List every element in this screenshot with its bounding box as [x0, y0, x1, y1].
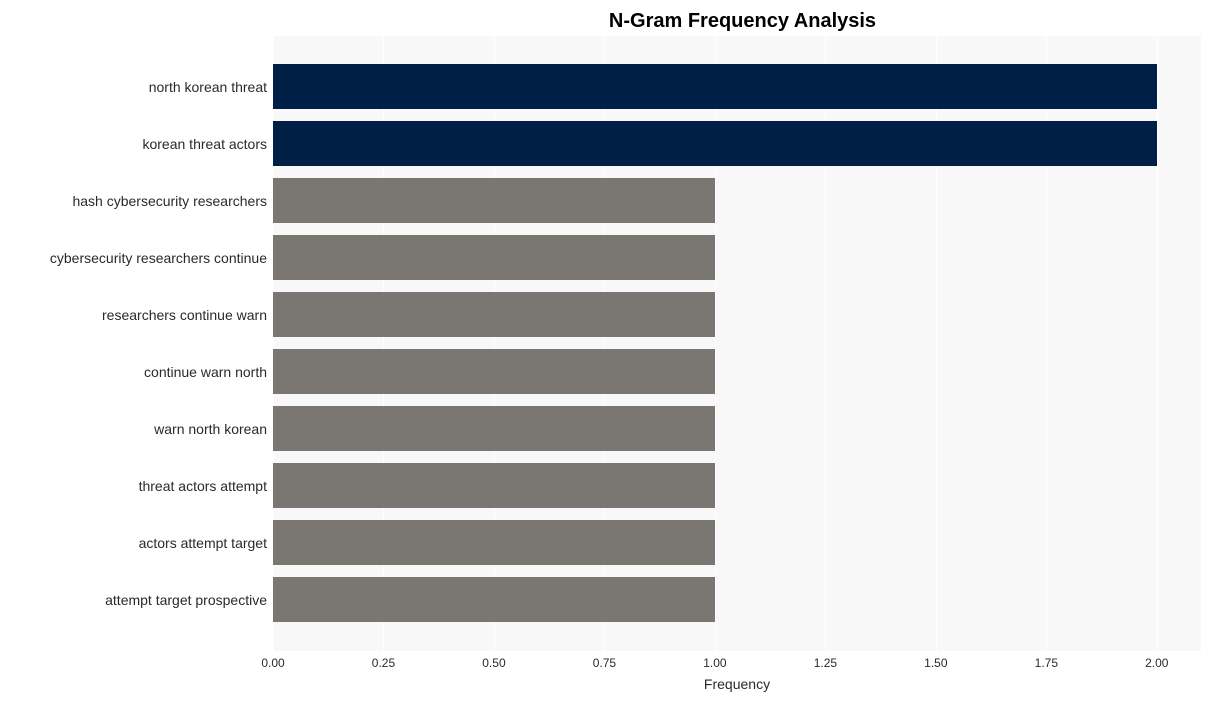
x-tick-label: 0.25: [372, 656, 395, 670]
grid-line: [1157, 36, 1158, 651]
y-tick-label: cybersecurity researchers continue: [50, 250, 267, 266]
x-tick-label: 1.25: [814, 656, 837, 670]
bar: [273, 235, 715, 280]
x-tick-label: 0.00: [261, 656, 284, 670]
y-tick-label: threat actors attempt: [139, 478, 267, 494]
bar: [273, 178, 715, 223]
bar: [273, 406, 715, 451]
x-tick-label: 0.50: [482, 656, 505, 670]
ngram-chart: N-Gram Frequency Analysis Frequency nort…: [0, 0, 1212, 701]
plot-area: [273, 36, 1201, 651]
y-tick-label: warn north korean: [154, 421, 267, 437]
bar: [273, 64, 1157, 109]
bar: [273, 349, 715, 394]
bar: [273, 463, 715, 508]
bar: [273, 577, 715, 622]
y-tick-label: north korean threat: [149, 79, 267, 95]
bar: [273, 121, 1157, 166]
y-tick-label: korean threat actors: [142, 136, 267, 152]
bar: [273, 520, 715, 565]
y-tick-label: hash cybersecurity researchers: [72, 193, 267, 209]
x-tick-label: 1.75: [1035, 656, 1058, 670]
x-tick-label: 1.00: [703, 656, 726, 670]
chart-title: N-Gram Frequency Analysis: [0, 10, 1212, 33]
x-tick-label: 2.00: [1145, 656, 1168, 670]
x-tick-label: 1.50: [924, 656, 947, 670]
y-tick-label: continue warn north: [144, 364, 267, 380]
y-tick-label: researchers continue warn: [102, 307, 267, 323]
y-tick-label: attempt target prospective: [105, 592, 267, 608]
x-axis-label: Frequency: [273, 676, 1201, 692]
bar: [273, 292, 715, 337]
y-tick-label: actors attempt target: [139, 535, 267, 551]
x-tick-label: 0.75: [593, 656, 616, 670]
